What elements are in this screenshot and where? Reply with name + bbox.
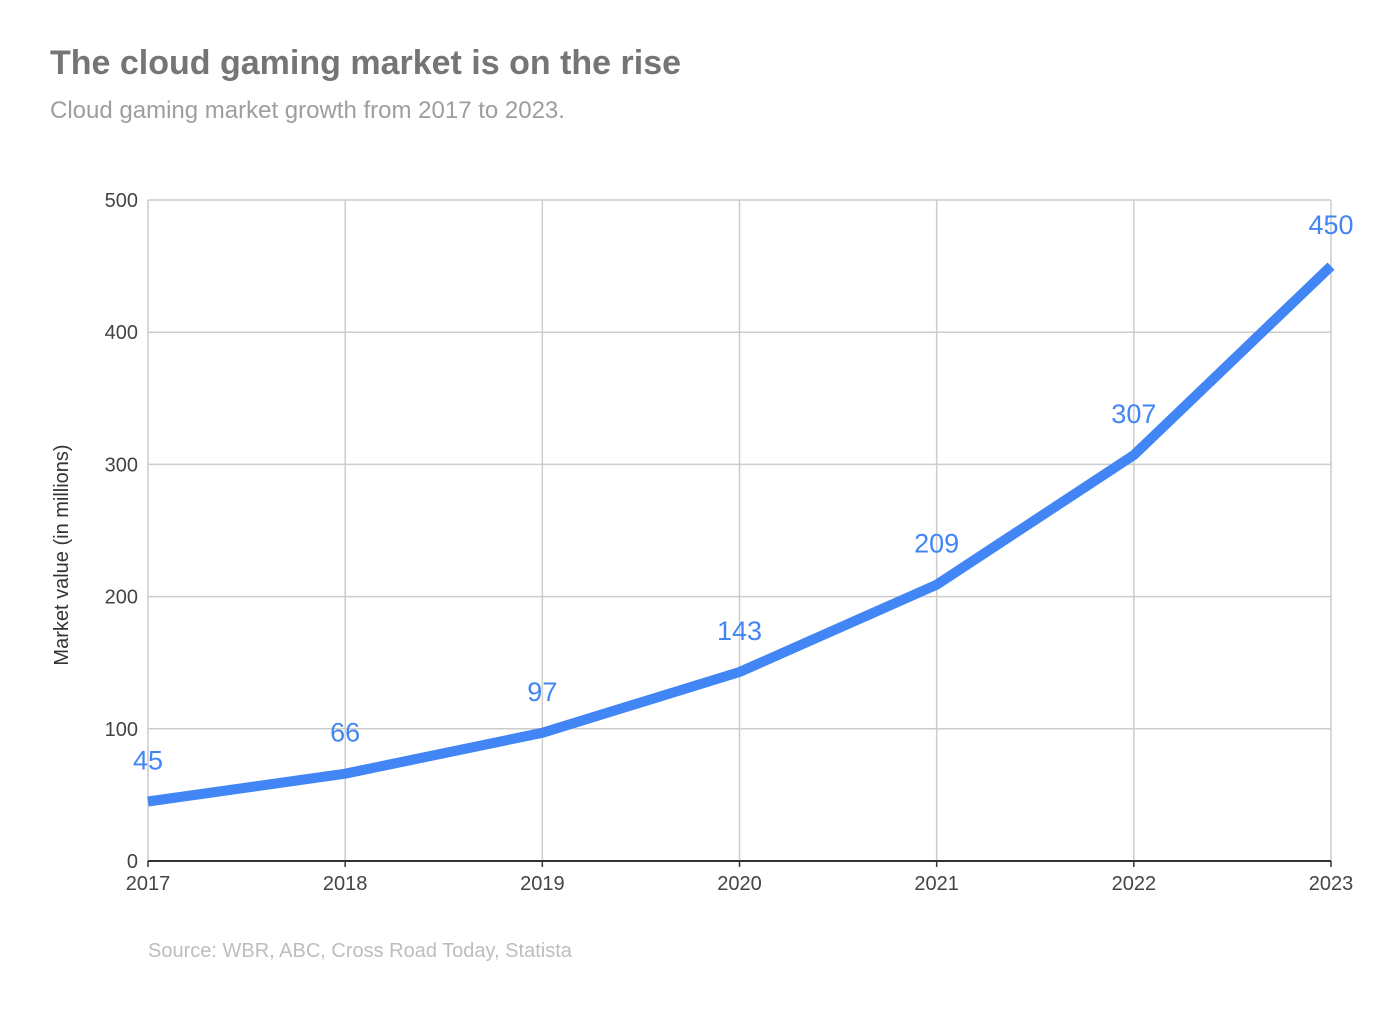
y-tick-label: 500 bbox=[105, 190, 138, 212]
y-axis-title: Market value (in millions) bbox=[51, 444, 73, 665]
chart-title: The cloud gaming market is on the rise bbox=[50, 44, 682, 82]
x-tick-label: 2022 bbox=[1112, 873, 1157, 895]
x-tick-label: 2021 bbox=[914, 873, 959, 895]
x-tick-label: 2019 bbox=[520, 873, 565, 895]
data-label: 209 bbox=[914, 529, 959, 559]
series-layer bbox=[147, 262, 1335, 807]
data-label: 143 bbox=[717, 616, 762, 646]
data-label: 450 bbox=[1308, 210, 1353, 240]
y-tick-label: 200 bbox=[105, 587, 138, 609]
chart-subtitle: Cloud gaming market growth from 2017 to … bbox=[50, 97, 565, 124]
x-tick-label: 2020 bbox=[717, 873, 762, 895]
x-tick-label: 2017 bbox=[126, 873, 171, 895]
data-labels: 45 66 97 143 209 307 450 bbox=[133, 210, 1354, 775]
source-note: Source: WBR, ABC, Cross Road Today, Stat… bbox=[148, 940, 572, 962]
data-label: 66 bbox=[330, 718, 360, 748]
data-label: 45 bbox=[133, 746, 163, 776]
y-tick-label: 300 bbox=[105, 454, 138, 476]
y-tick-label: 100 bbox=[105, 719, 138, 741]
axes: 0 100 200 300 400 500 2017 2018 2019 2020 2021 2022… bbox=[105, 190, 1354, 895]
data-label: 97 bbox=[527, 677, 557, 707]
x-tick-label: 2023 bbox=[1309, 873, 1354, 895]
y-tick-label: 0 bbox=[127, 851, 138, 873]
x-tick-label: 2018 bbox=[323, 873, 368, 895]
gridlines bbox=[147, 199, 1332, 861]
y-tick-label: 400 bbox=[105, 322, 138, 344]
data-label: 307 bbox=[1111, 399, 1156, 429]
